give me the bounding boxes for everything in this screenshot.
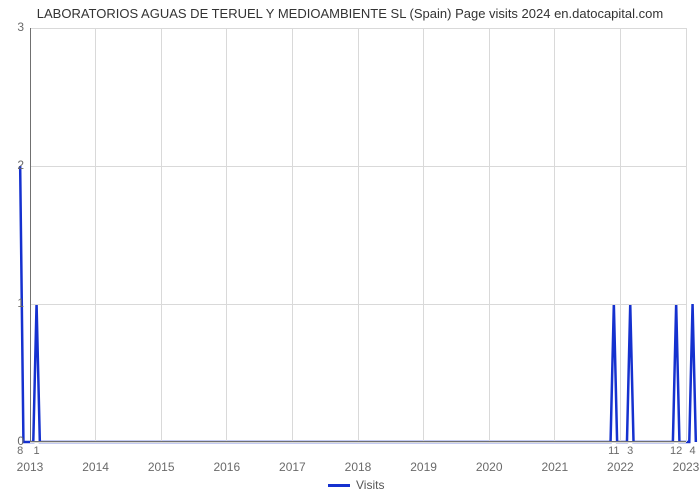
grid-line-vertical — [620, 28, 621, 442]
grid-line-vertical — [226, 28, 227, 442]
x-tick-label: 2023 — [673, 460, 700, 474]
data-point-label: 8 — [17, 445, 23, 457]
chart-title: LABORATORIOS AGUAS DE TERUEL Y MEDIOAMBI… — [0, 6, 700, 21]
grid-line-vertical — [161, 28, 162, 442]
grid-line-vertical — [358, 28, 359, 442]
x-tick-label: 2013 — [17, 460, 44, 474]
grid-line-vertical — [686, 28, 687, 442]
data-point-label: 11 — [608, 445, 619, 457]
data-point-label: 12 — [670, 445, 682, 457]
grid-line-vertical — [292, 28, 293, 442]
x-tick-label: 2020 — [476, 460, 503, 474]
chart-container: LABORATORIOS AGUAS DE TERUEL Y MEDIOAMBI… — [0, 0, 700, 500]
x-tick-label: 2015 — [148, 460, 175, 474]
data-point-label: 3 — [627, 445, 633, 457]
x-tick-label: 2018 — [345, 460, 372, 474]
legend-label: Visits — [356, 478, 384, 492]
x-tick-label: 2016 — [213, 460, 240, 474]
data-point-label: 4 — [689, 445, 695, 457]
y-axis-line — [30, 28, 31, 442]
grid-line-vertical — [95, 28, 96, 442]
y-tick-label: 2 — [6, 158, 24, 172]
plot-area — [30, 28, 686, 442]
grid-line-vertical — [554, 28, 555, 442]
grid-line-vertical — [423, 28, 424, 442]
x-tick-label: 2022 — [607, 460, 634, 474]
x-axis-line — [30, 441, 686, 442]
data-point-label: 1 — [33, 445, 39, 457]
legend-swatch — [328, 484, 350, 487]
x-tick-label: 2019 — [410, 460, 437, 474]
y-tick-label: 1 — [6, 296, 24, 310]
legend: Visits — [328, 478, 384, 492]
grid-line-vertical — [489, 28, 490, 442]
x-tick-label: 2021 — [541, 460, 568, 474]
x-tick-label: 2017 — [279, 460, 306, 474]
x-tick-label: 2014 — [82, 460, 109, 474]
y-tick-label: 3 — [6, 20, 24, 34]
